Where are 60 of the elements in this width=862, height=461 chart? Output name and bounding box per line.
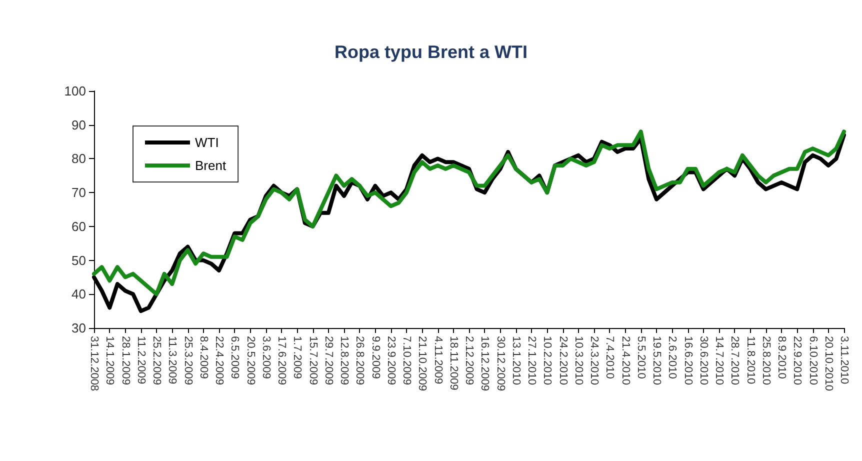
- x-tick-label: 17.6.2009: [276, 336, 288, 385]
- x-tick-label: 16.6.2010: [682, 336, 694, 385]
- legend-label: WTI: [195, 135, 219, 150]
- x-tick-label: 24.2.2010: [556, 336, 569, 385]
- y-tick-label: 60: [72, 218, 86, 234]
- x-tick-label: 22.4.2009: [213, 336, 225, 385]
- x-tick-label: 9.9.2009: [369, 336, 382, 379]
- y-tick-label: 30: [72, 320, 86, 336]
- x-tick-label: 31.12.2008: [88, 336, 100, 392]
- x-tick-label: 26.8.2009: [354, 336, 366, 385]
- x-tick-label: 25.3.2009: [182, 336, 194, 385]
- x-tick-label: 30.12.2009: [494, 336, 506, 392]
- x-tick-label: 3.11.2010: [838, 336, 850, 384]
- x-tick-label: 21.10.2009: [416, 336, 428, 392]
- y-tick-label: 70: [72, 185, 86, 200]
- x-tick-label: 11.2.2009: [134, 336, 147, 384]
- x-tick-label: 10.2.2010: [541, 336, 554, 385]
- x-tick-label: 2.12.2009: [463, 336, 475, 385]
- x-tick-label: 22.9.2010: [791, 336, 804, 385]
- legend-label: Brent: [195, 158, 226, 173]
- x-tick-label: 3.6.2009: [260, 336, 272, 379]
- x-tick-label: 11.8.2010: [744, 336, 756, 384]
- x-tick-label: 8.4.2009: [197, 336, 210, 379]
- x-tick-label: 4.11.2009: [432, 336, 444, 384]
- y-tick-label: 80: [72, 151, 86, 166]
- x-tick-label: 28.7.2010: [728, 336, 741, 385]
- y-tick-label: 40: [72, 286, 86, 302]
- chart-title: Ropa typu Brent a WTI: [334, 42, 528, 62]
- x-tick-label: 6.5.2009: [228, 336, 241, 379]
- x-tick-label: 14.7.2010: [713, 336, 725, 385]
- x-tick-label: 29.7.2009: [322, 336, 334, 385]
- x-tick-label: 18.11.2009: [447, 336, 460, 390]
- x-tick-label: 25.8.2010: [760, 336, 772, 385]
- x-tick-label: 24.3.2010: [588, 336, 600, 385]
- x-tick-label: 28.1.2009: [119, 336, 132, 385]
- x-tick-label: 14.1.2009: [104, 336, 116, 385]
- x-tick-label: 13.1.2010: [510, 336, 522, 385]
- x-tick-label: 12.8.2009: [338, 336, 350, 385]
- x-tick-label: 1.7.2009: [291, 336, 304, 379]
- x-tick-label: 5.5.2010: [634, 336, 647, 379]
- x-tick-label: 10.3.2010: [572, 336, 584, 385]
- y-tick-label: 50: [72, 252, 86, 268]
- y-tick-label: 100: [64, 84, 86, 98]
- x-tick-label: 20.5.2009: [244, 336, 256, 385]
- x-tick-label: 21.4.2010: [619, 336, 632, 385]
- x-tick-label: 27.1.2010: [526, 336, 538, 385]
- y-tick-label: 90: [72, 117, 86, 132]
- x-tick-label: 11.3.2009: [166, 336, 178, 384]
- x-tick-label: 23.9.2009: [384, 336, 397, 385]
- x-tick-label: 2.6.2010: [666, 336, 678, 379]
- x-tick-label: 15.7.2009: [306, 336, 319, 385]
- x-tick-label: 6.10.2010: [806, 336, 819, 385]
- x-tick-label: 7.4.2010: [604, 336, 616, 379]
- x-tick-label: 19.5.2010: [650, 336, 662, 385]
- x-tick-label: 16.12.2009: [478, 336, 491, 392]
- x-tick-label: 7.10.2009: [400, 336, 412, 385]
- x-tick-label: 30.6.2010: [697, 336, 710, 385]
- x-tick-label: 8.9.2010: [776, 336, 788, 379]
- x-tick-label: 25.2.2009: [150, 336, 162, 385]
- x-tick-label: 20.10.2010: [822, 336, 834, 392]
